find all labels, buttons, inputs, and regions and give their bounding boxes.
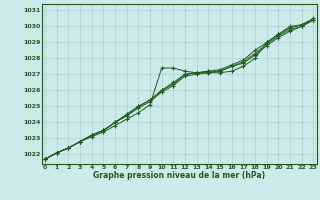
X-axis label: Graphe pression niveau de la mer (hPa): Graphe pression niveau de la mer (hPa) [93, 171, 265, 180]
